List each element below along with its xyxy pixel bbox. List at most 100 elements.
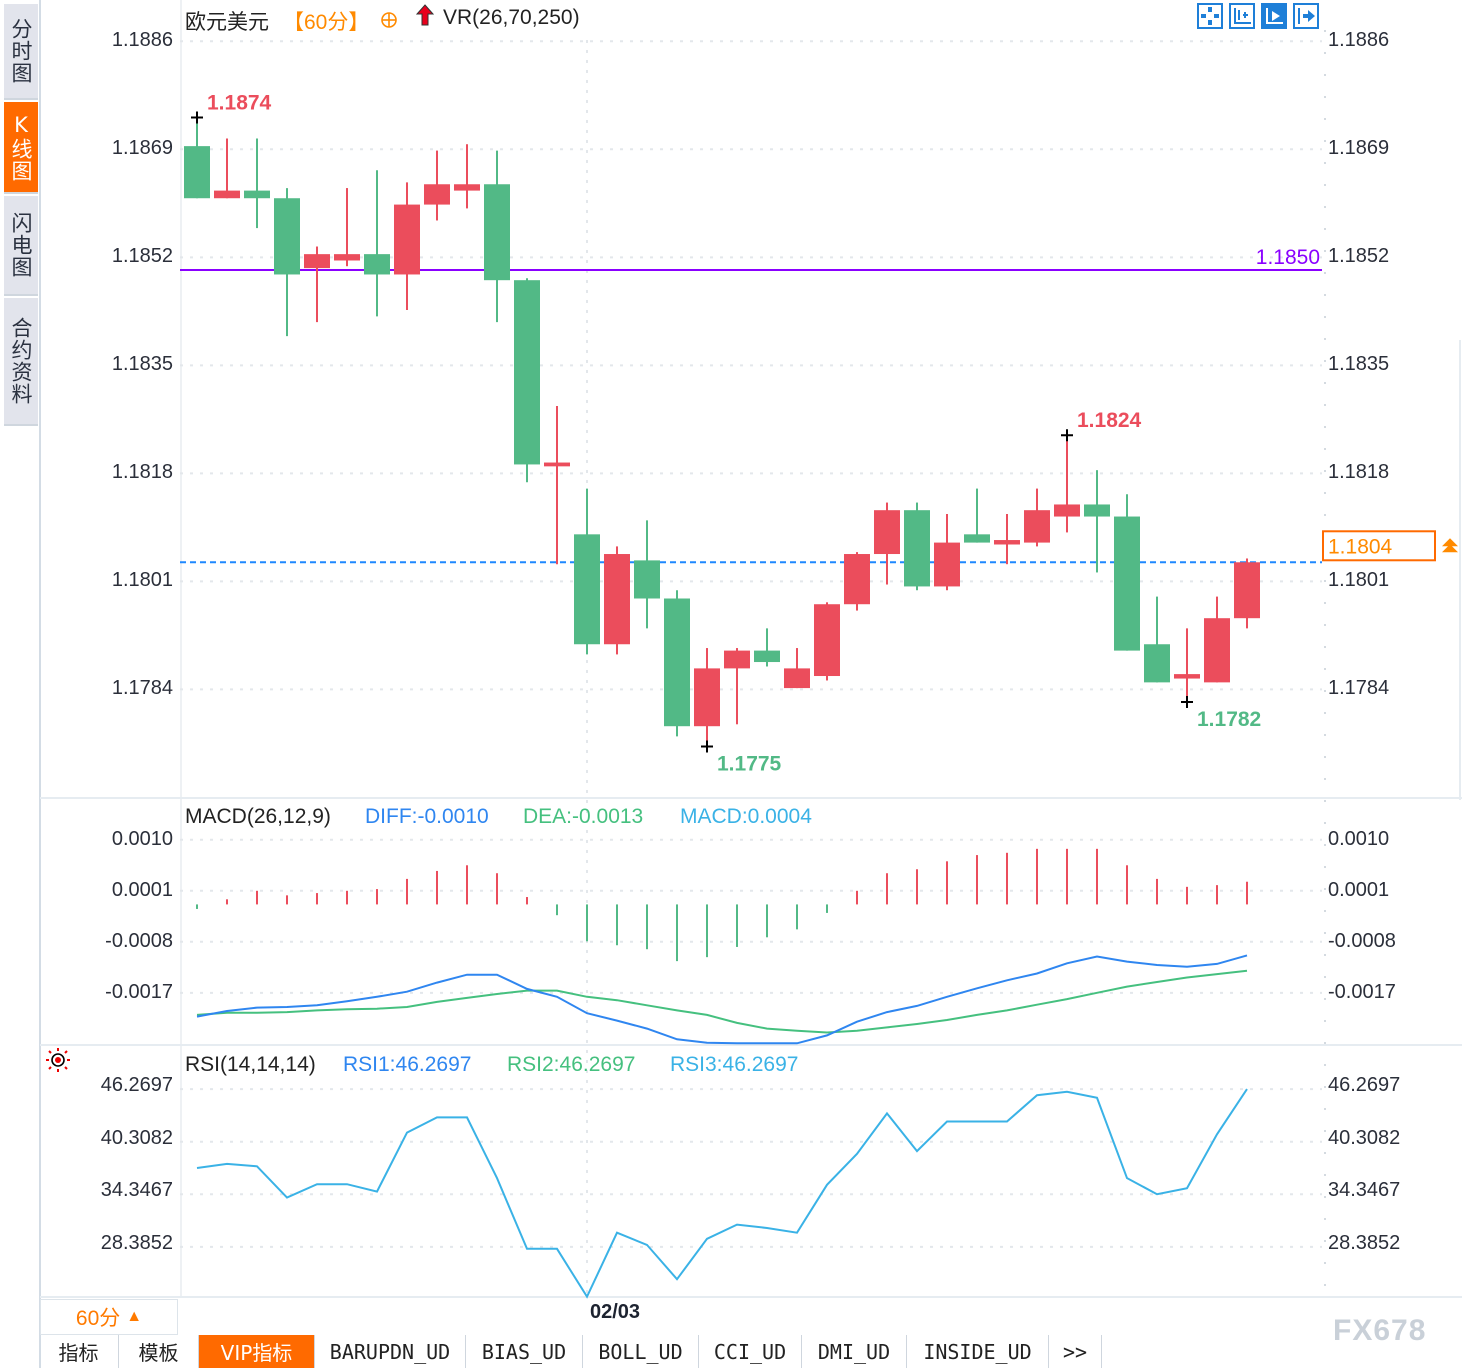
candle-body (1084, 504, 1110, 517)
candle-body (244, 190, 270, 199)
candle-up (874, 502, 900, 585)
sidebar-tab-flash[interactable]: 闪电图 (4, 196, 38, 296)
candle-up (304, 246, 330, 323)
left-axis-tick-label: 1.1818 (111, 461, 173, 484)
indicator-tab-bar: 指标 模板 VIP指标 BARUPDN_UD BIAS_UD BOLL_UD C… (39, 1335, 1102, 1368)
candle-down (1084, 470, 1110, 573)
tab-dmi[interactable]: DMI_UD (802, 1335, 907, 1368)
candle-down (274, 188, 300, 337)
tab-indicators[interactable]: 指标 (39, 1335, 119, 1368)
rsi3-legend: RSI3:46.2697 (670, 1053, 799, 1076)
settings-sun-icon[interactable] (45, 1047, 71, 1073)
candle-up (1234, 558, 1260, 629)
caret-up-icon: ▲ (126, 1308, 143, 1325)
rsi1-legend: RSI1:46.2697 (343, 1053, 472, 1076)
candle-up (604, 546, 630, 655)
candle-down (244, 138, 270, 229)
right-axis-tick-label: 46.2697 (1328, 1074, 1401, 1097)
extreme-crosshair-icon (1181, 696, 1193, 709)
candle-down (1114, 494, 1140, 651)
sidebar-tab-label: 合约资料 (9, 317, 33, 405)
candle-body (1144, 644, 1170, 683)
right-axis-tick-label: -0.0008 (1328, 929, 1396, 952)
period-label[interactable]: 【60分】 (283, 11, 370, 34)
circle-plus-icon[interactable] (381, 12, 397, 28)
candle-body (724, 650, 750, 669)
right-axis-tick-label: 34.3467 (1328, 1179, 1401, 1202)
candle-body (514, 280, 540, 465)
extreme-crosshair-icon (191, 111, 203, 124)
candle-body (364, 254, 390, 275)
symbol-name: 欧元美元 (185, 11, 269, 34)
right-axis-tick-label: 0.0010 (1328, 827, 1390, 850)
candle-up (454, 144, 480, 209)
zoom-axis-icon[interactable] (1229, 3, 1255, 29)
left-axis-tick-label: 0.0010 (111, 827, 173, 850)
candle-body (1024, 510, 1050, 543)
tab-boll[interactable]: BOLL_UD (583, 1335, 699, 1368)
period-selector-label: 60分 (75, 1307, 121, 1330)
left-axis-tick-label: -0.0008 (105, 929, 173, 952)
extreme-crosshair-icon (1061, 429, 1073, 442)
candle-body (424, 184, 450, 205)
candle-body (274, 198, 300, 275)
candle-up (214, 138, 240, 199)
candle-up (334, 188, 360, 267)
current-price-label: 1.1804 (1328, 535, 1393, 558)
right-axis-tick-label: -0.0017 (1328, 980, 1396, 1003)
tab-more-button[interactable]: >> (1049, 1335, 1102, 1368)
current-price-box (1322, 530, 1436, 562)
play-forward-icon[interactable] (1261, 3, 1287, 29)
candle-body (694, 668, 720, 727)
left-axis-tick-label: -0.0017 (105, 980, 173, 1003)
candle-down (1144, 596, 1170, 683)
right-axis-tick-label: 1.1818 (1328, 461, 1390, 484)
candle-body (784, 668, 810, 689)
dea-line (196, 969, 1248, 1034)
candle-body (304, 254, 330, 269)
right-axis-tick-label: 1.1886 (1328, 29, 1390, 52)
right-axis-tick-label: 1.1784 (1328, 677, 1390, 700)
indicator-label[interactable]: VR(26,70,250) (443, 6, 580, 29)
right-axis-tick-label: 40.3082 (1328, 1126, 1401, 1149)
left-axis-tick-label: 46.2697 (100, 1074, 173, 1097)
candle-up (694, 648, 720, 747)
tab-vip-indicators[interactable]: VIP指标 (199, 1335, 315, 1368)
right-axis-tick-label: 1.1869 (1328, 137, 1390, 160)
tab-bias[interactable]: BIAS_UD (466, 1335, 583, 1368)
candle-body (334, 254, 360, 261)
left-axis-tick-label: 1.1835 (111, 353, 173, 376)
candle-body (184, 146, 210, 199)
rsi2-legend: RSI2:46.2697 (507, 1053, 636, 1076)
candle-body (1054, 504, 1080, 517)
sidebar-tab-timeshare[interactable]: 分时图 (4, 4, 38, 100)
period-selector[interactable]: 60分 ▲ (40, 1299, 178, 1335)
sidebar-tab-contract-info[interactable]: 合约资料 (4, 298, 38, 426)
left-axis-tick-label: 40.3082 (100, 1126, 173, 1149)
tab-inside[interactable]: INSIDE_UD (907, 1335, 1049, 1368)
right-axis-tick-label: 1.1835 (1328, 353, 1390, 376)
sidebar-tab-kline[interactable]: K线图 (4, 102, 38, 194)
extreme-crosshair-icon (701, 740, 713, 753)
candle-body (874, 510, 900, 555)
left-axis-tick-label: 1.1784 (111, 677, 173, 700)
jump-to-end-icon[interactable] (1293, 3, 1319, 29)
tab-cci[interactable]: CCI_UD (699, 1335, 802, 1368)
move-cross-icon[interactable] (1197, 3, 1223, 29)
right-axis-tick-label: 28.3852 (1328, 1231, 1401, 1254)
tab-templates[interactable]: 模板 (119, 1335, 199, 1368)
sidebar-tab-label: 分时图 (9, 18, 33, 84)
candle-up (724, 648, 750, 725)
candle-body (574, 534, 600, 645)
candle-body (1174, 674, 1200, 679)
left-axis-tick-label: 0.0001 (111, 878, 173, 901)
candle-down (484, 150, 510, 323)
left-axis-tick-label: 1.1852 (111, 245, 173, 268)
extreme-low-label: 1.1775 (717, 753, 782, 776)
candle-up (394, 182, 420, 311)
tab-barupdn[interactable]: BARUPDN_UD (315, 1335, 466, 1368)
candle-body (904, 510, 930, 587)
candle-up (544, 405, 570, 565)
candle-body (634, 560, 660, 599)
